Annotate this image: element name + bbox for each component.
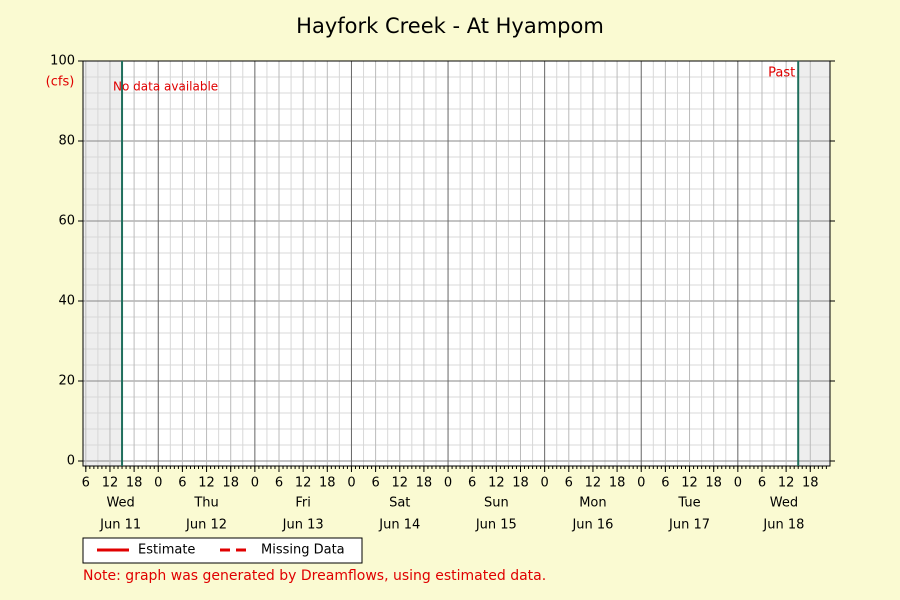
x-tick-label: 12 xyxy=(488,476,505,491)
annotation: No data available xyxy=(113,80,218,94)
x-tick-label: 6 xyxy=(565,476,573,491)
y-unit: (cfs) xyxy=(46,75,75,90)
x-tick-label: 6 xyxy=(758,476,766,491)
x-tick-label: 0 xyxy=(154,476,162,491)
x-tick-label: 6 xyxy=(661,476,669,491)
y-tick-label: 0 xyxy=(67,454,75,469)
x-tick-label: 18 xyxy=(416,476,433,491)
day-label: Wed xyxy=(106,496,134,511)
x-tick-label: 18 xyxy=(319,476,336,491)
y-tick-label: 60 xyxy=(58,214,75,229)
x-tick-label: 18 xyxy=(802,476,819,491)
y-tick-label: 40 xyxy=(58,294,75,309)
x-tick-label: 12 xyxy=(295,476,312,491)
x-tick-label: 18 xyxy=(512,476,529,491)
x-tick-label: 18 xyxy=(705,476,722,491)
legend-label: Estimate xyxy=(138,543,195,558)
x-tick-label: 6 xyxy=(275,476,283,491)
future-shade xyxy=(798,61,830,466)
legend-label: Missing Data xyxy=(261,543,345,558)
x-tick-label: 12 xyxy=(681,476,698,491)
x-tick-label: 12 xyxy=(585,476,602,491)
day-label: Wed xyxy=(770,496,798,511)
day-label: Tue xyxy=(677,496,700,511)
day-label: Mon xyxy=(579,496,606,511)
date-label: Jun 14 xyxy=(378,518,420,533)
day-label: Thu xyxy=(193,496,218,511)
day-label: Sat xyxy=(389,496,410,511)
x-tick-label: 0 xyxy=(637,476,645,491)
note: Note: graph was generated by Dreamflows,… xyxy=(83,568,546,584)
day-label: Fri xyxy=(295,496,311,511)
no-data-shade xyxy=(83,61,123,466)
x-tick-label: 6 xyxy=(82,476,90,491)
x-tick-label: 18 xyxy=(222,476,239,491)
x-tick-label: 6 xyxy=(178,476,186,491)
date-label: Jun 15 xyxy=(475,518,517,533)
x-tick-label: 0 xyxy=(541,476,549,491)
plot-frame xyxy=(82,60,831,467)
x-tick-label: 18 xyxy=(126,476,143,491)
date-label: Jun 12 xyxy=(185,518,227,533)
x-tick-label: 12 xyxy=(198,476,215,491)
x-tick-label: 18 xyxy=(609,476,626,491)
y-tick-label: 80 xyxy=(58,134,75,149)
x-tick-label: 0 xyxy=(734,476,742,491)
y-tick-label: 20 xyxy=(58,374,75,389)
x-tick-label: 0 xyxy=(251,476,259,491)
x-tick-label: 0 xyxy=(347,476,355,491)
plot-area xyxy=(83,61,830,466)
x-tick-label: 12 xyxy=(102,476,119,491)
chart-title: Hayfork Creek - At Hyampom xyxy=(296,14,604,38)
date-label: Jun 13 xyxy=(282,518,324,533)
x-tick-label: 12 xyxy=(391,476,408,491)
date-label: Jun 17 xyxy=(668,518,710,533)
x-tick-label: 6 xyxy=(371,476,379,491)
date-label: Jun 16 xyxy=(571,518,613,533)
date-label: Jun 11 xyxy=(99,518,141,533)
day-label: Sun xyxy=(484,496,509,511)
x-tick-label: 0 xyxy=(444,476,452,491)
y-tick-label: 100 xyxy=(50,54,75,69)
x-tick-label: 6 xyxy=(468,476,476,491)
x-tick-label: 12 xyxy=(778,476,795,491)
date-label: Jun 18 xyxy=(762,518,804,533)
annotation: Past xyxy=(768,66,795,81)
